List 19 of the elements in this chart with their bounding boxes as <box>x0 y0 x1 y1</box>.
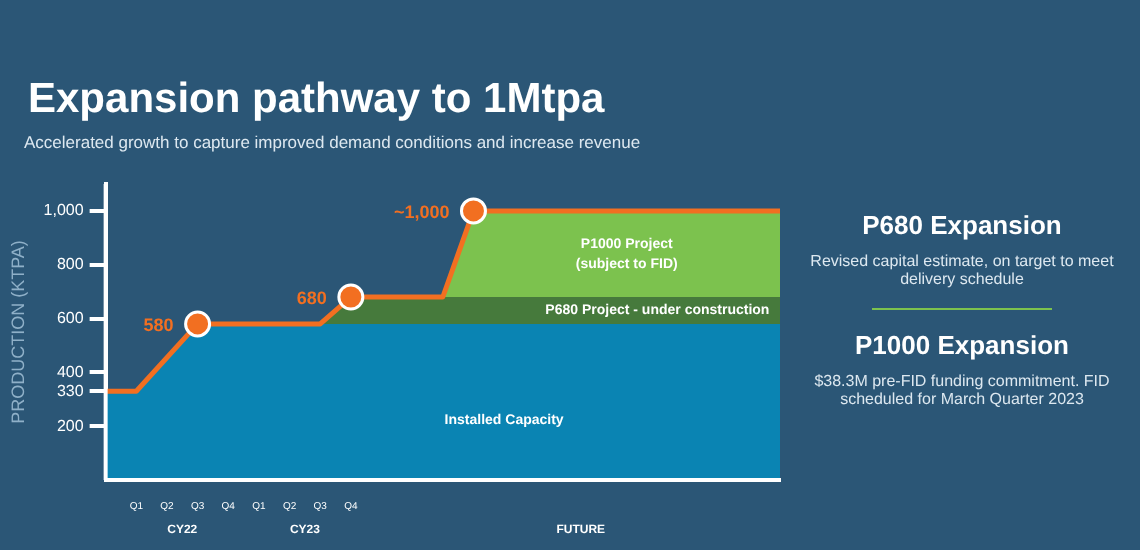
y-tick-label: 1,000 <box>43 201 85 220</box>
y-tick-label: 800 <box>56 255 85 274</box>
data-label: ~1,000 <box>393 201 450 222</box>
y-tick-label: 200 <box>56 416 85 435</box>
chart-title: Expansion pathway to 1Mtpa <box>28 76 605 124</box>
data-label: 680 <box>296 287 327 308</box>
text: P680 Expansion <box>860 210 1064 240</box>
point <box>337 283 365 311</box>
y-tick-label: 600 <box>56 308 85 327</box>
chart-subtitle: Accelerated growth to capture improved demand conditions and increase revenue <box>24 132 641 152</box>
text: $38.3M pre-FID funding commitment. FID scheduled for March Quarter 2023 <box>812 372 1112 408</box>
y-tick-label: 330 <box>56 381 85 400</box>
text: P1000 Expansion <box>853 330 1071 360</box>
point <box>459 197 487 225</box>
y-tick-label: 400 <box>56 362 85 381</box>
point <box>184 310 212 338</box>
text: Revised capital estimate, on target to meet delivery schedule <box>808 252 1116 288</box>
y-axis-title: PRODUCTION (KTPA) <box>7 240 28 424</box>
data-label: 580 <box>143 314 174 335</box>
